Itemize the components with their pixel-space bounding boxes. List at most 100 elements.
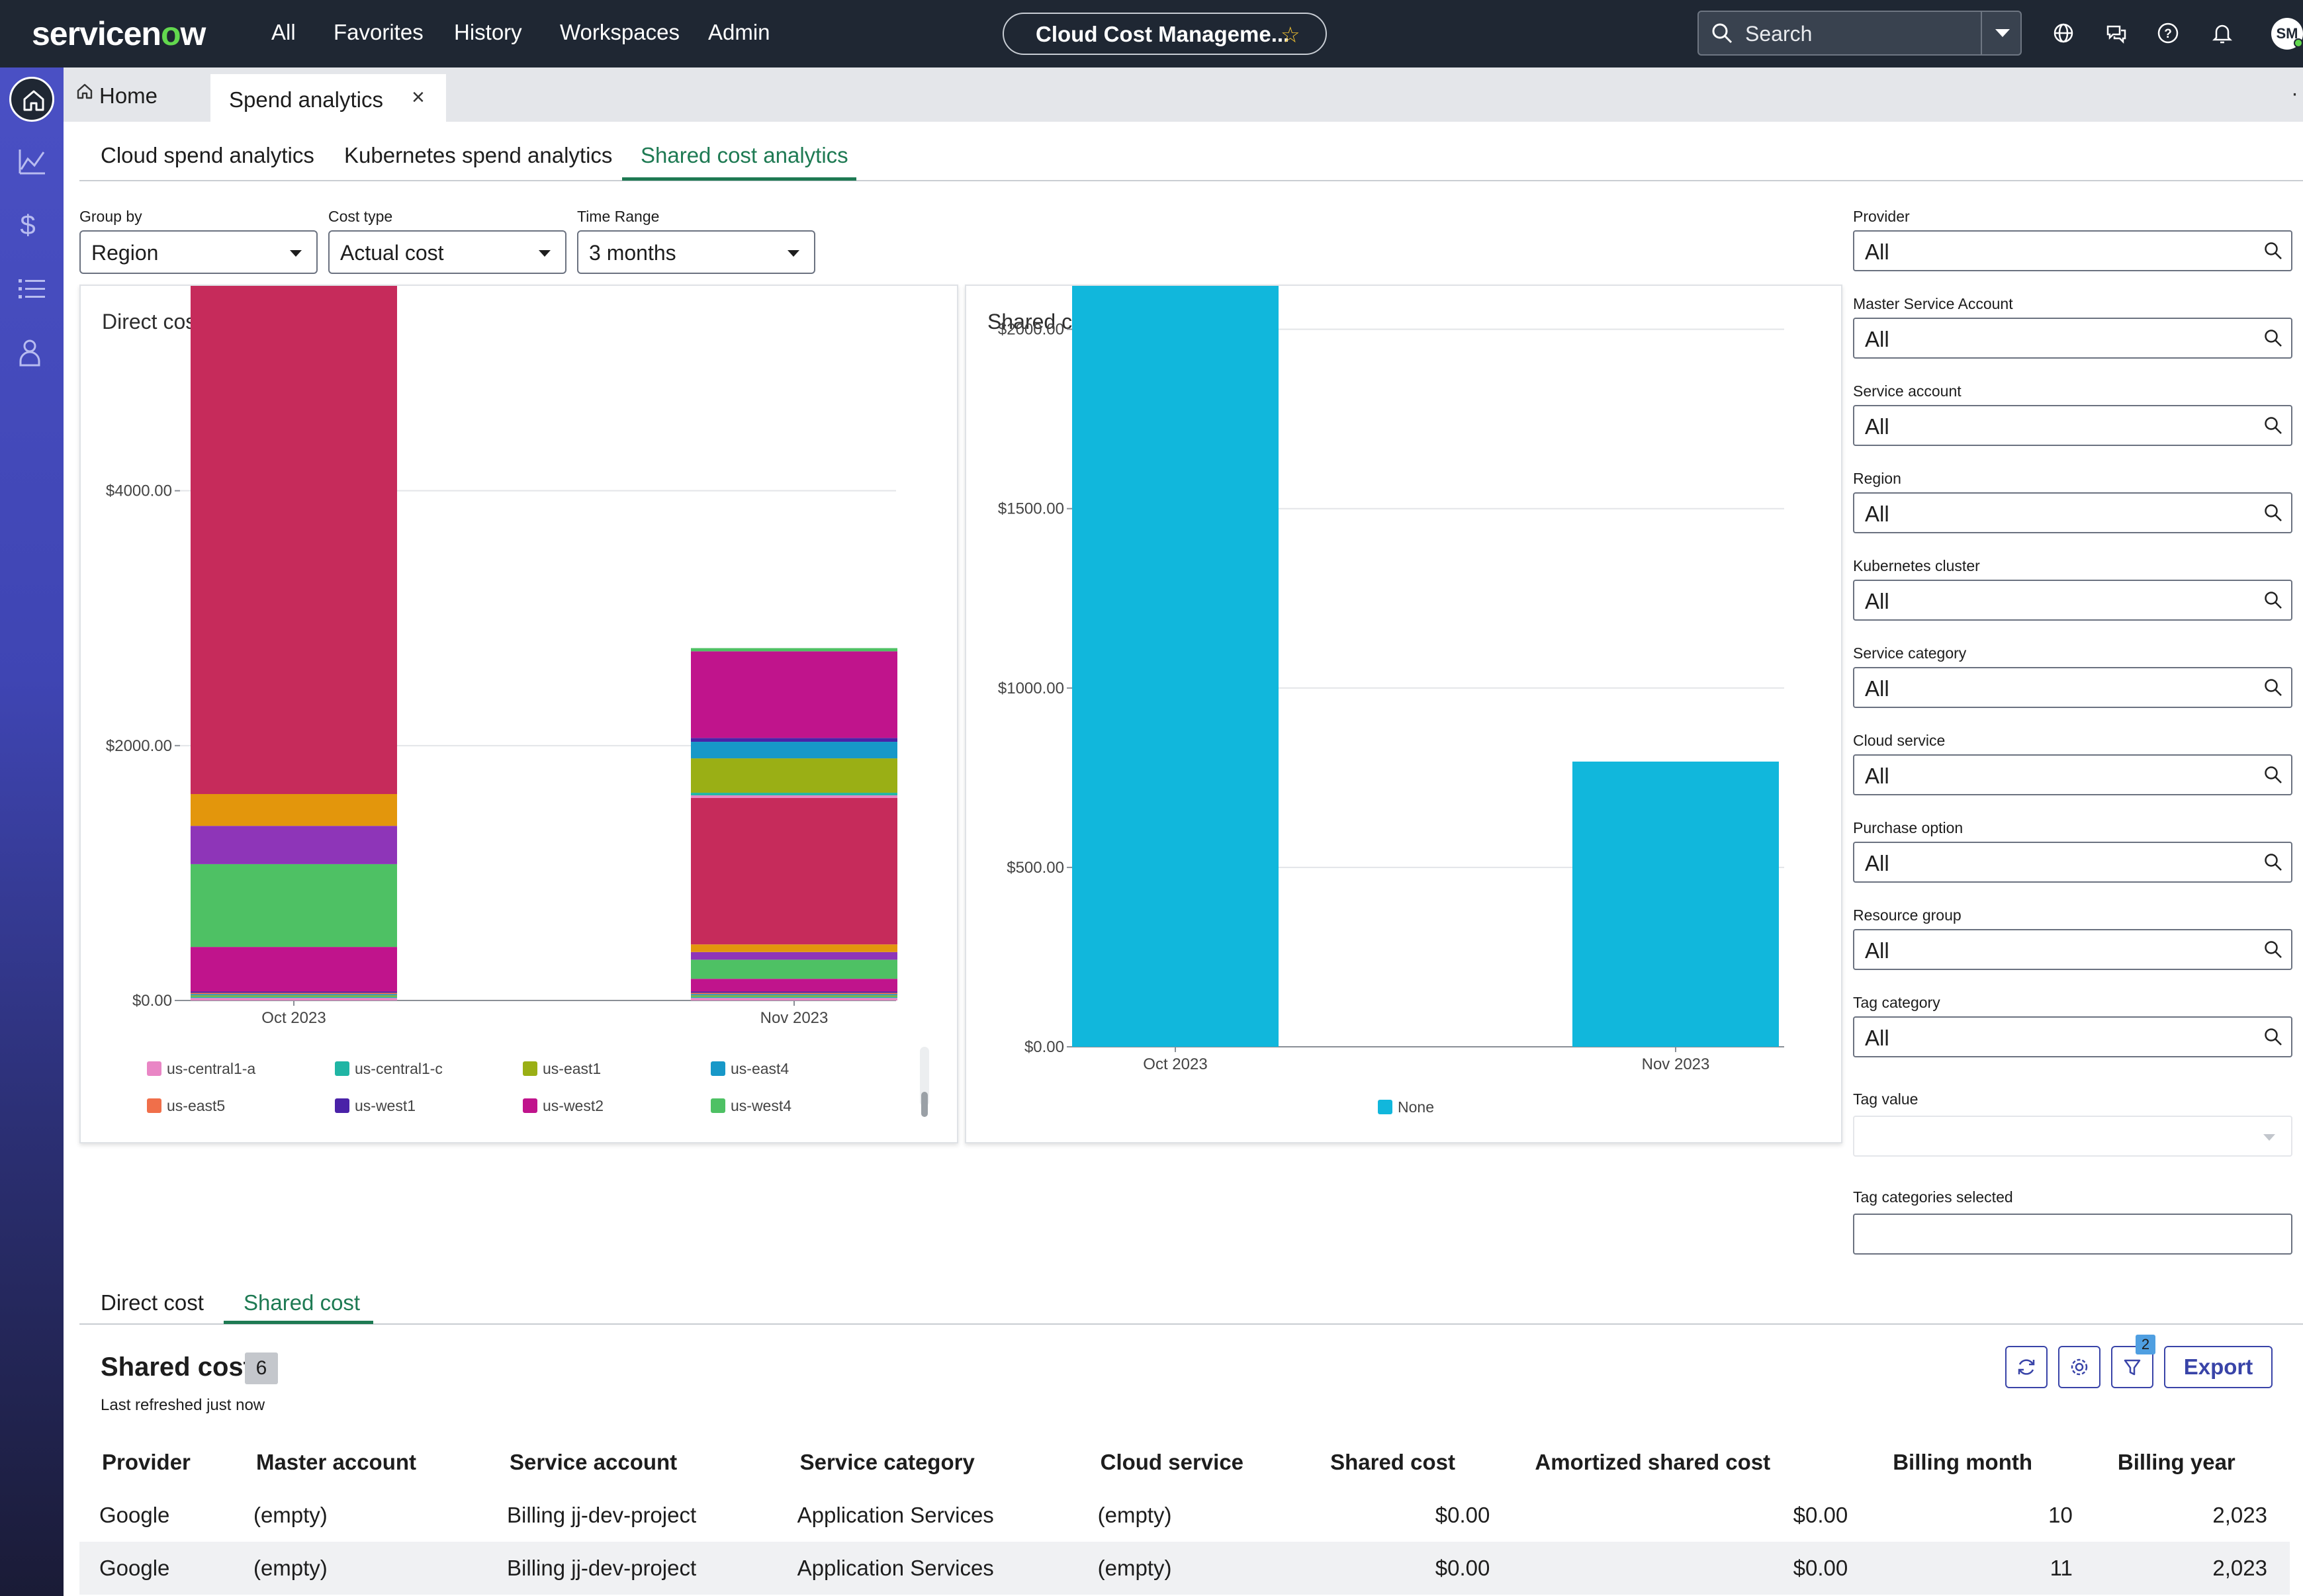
search-icon[interactable] — [2263, 765, 2283, 785]
nav-all[interactable]: All — [271, 20, 296, 44]
column-header-provider[interactable]: Provider — [102, 1450, 191, 1474]
bar-segment[interactable] — [691, 793, 897, 795]
search-icon[interactable] — [2263, 416, 2283, 435]
nav-history[interactable]: History — [454, 20, 522, 44]
bar-segment[interactable] — [191, 864, 397, 948]
column-header-master-account[interactable]: Master account — [255, 1450, 417, 1474]
bar-segment[interactable] — [691, 994, 897, 996]
bell-icon[interactable] — [2210, 21, 2234, 45]
nav-favorites[interactable]: Favorites — [334, 20, 424, 44]
filter-kubernetes-cluster-input[interactable]: All — [1853, 580, 2292, 621]
search-icon[interactable] — [2263, 241, 2283, 261]
servicenow-logo[interactable]: servicenow — [32, 15, 206, 52]
sidebar-home-button[interactable] — [9, 77, 54, 122]
legend-scrollbar[interactable] — [921, 1092, 928, 1117]
filter-purchase-option-input[interactable]: All — [1853, 842, 2292, 883]
column-header-service-account[interactable]: Service account — [510, 1450, 678, 1474]
bar-segment[interactable] — [691, 797, 897, 945]
bar-segment[interactable] — [191, 993, 397, 995]
group-by-select[interactable]: Region — [79, 230, 318, 274]
bar-segment[interactable] — [191, 947, 397, 992]
search-icon[interactable] — [2263, 852, 2283, 872]
nav-admin[interactable]: Admin — [708, 20, 770, 44]
column-header-cloud-service[interactable]: Cloud service — [1100, 1450, 1244, 1474]
legend-swatch[interactable] — [335, 1098, 349, 1113]
legend-scroll-track[interactable] — [920, 1047, 929, 1106]
more-icon[interactable]: · — [2291, 81, 2298, 105]
refresh-button[interactable] — [2005, 1346, 2048, 1388]
bar-segment[interactable] — [691, 995, 897, 997]
legend-label[interactable]: us-west1 — [355, 1097, 416, 1114]
bar-segment[interactable] — [191, 997, 397, 998]
chat-icon[interactable] — [2104, 21, 2128, 45]
bar-segment[interactable] — [191, 794, 397, 826]
analytics-chart-icon[interactable] — [17, 147, 48, 177]
tab-direct-cost[interactable]: Direct cost — [101, 1290, 204, 1315]
bar-segment[interactable] — [691, 991, 897, 993]
legend-label[interactable]: us-central1-a — [167, 1060, 255, 1077]
star-icon[interactable]: ☆ — [1281, 22, 1300, 47]
close-icon[interactable]: × — [412, 85, 425, 110]
bar-segment[interactable] — [691, 742, 897, 759]
legend-swatch[interactable] — [147, 1098, 161, 1113]
tab-shared-cost-analytics[interactable]: Shared cost analytics — [641, 143, 848, 167]
bar-segment[interactable] — [691, 738, 897, 742]
tab-kubernetes-spend-analytics[interactable]: Kubernetes spend analytics — [344, 143, 613, 167]
search-icon[interactable] — [2263, 940, 2283, 959]
search-icon[interactable] — [2263, 1027, 2283, 1047]
search-icon[interactable] — [2263, 590, 2283, 610]
column-header-service-category[interactable]: Service category — [799, 1450, 975, 1474]
filter-resource-group-input[interactable]: All — [1853, 929, 2292, 970]
bar-segment[interactable] — [191, 286, 397, 795]
legend-swatch[interactable] — [523, 1098, 537, 1113]
bar-segment[interactable] — [691, 952, 897, 960]
export-button[interactable]: Export — [2164, 1346, 2273, 1388]
legend-label[interactable]: us-central1-c — [355, 1060, 443, 1077]
global-search[interactable]: Search — [1697, 11, 2022, 56]
legend-label[interactable]: us-west2 — [543, 1097, 604, 1114]
legend-label[interactable]: us-east1 — [543, 1060, 601, 1077]
tab-spend-analytics[interactable]: Spend analytics × — [210, 74, 446, 122]
table-cell[interactable]: Google — [99, 1503, 170, 1527]
dollar-icon[interactable]: $ — [17, 209, 48, 240]
tab-cloud-spend-analytics[interactable]: Cloud spend analytics — [101, 143, 314, 167]
settings-button[interactable] — [2058, 1346, 2100, 1388]
legend-label[interactable]: us-east5 — [167, 1097, 225, 1114]
tag-categories-selected-field[interactable] — [1853, 1214, 2292, 1255]
bar-segment[interactable] — [691, 795, 897, 798]
filter-service-account-input[interactable]: All — [1853, 405, 2292, 446]
column-header-amortized-shared-cost[interactable]: Amortized shared cost — [1535, 1450, 1771, 1474]
bar-segment[interactable] — [191, 995, 397, 997]
search-input[interactable]: Search — [1745, 22, 1813, 46]
column-header-shared-cost[interactable]: Shared cost — [1330, 1450, 1455, 1474]
bar-segment[interactable] — [191, 826, 397, 864]
legend-swatch[interactable] — [335, 1061, 349, 1076]
legend-swatch[interactable] — [523, 1061, 537, 1076]
bar-segment[interactable] — [691, 944, 897, 952]
bar-segment[interactable] — [191, 991, 397, 993]
search-scope-dropdown[interactable] — [1981, 12, 2020, 54]
column-header-billing-month[interactable]: Billing month — [1893, 1450, 2032, 1474]
list-icon[interactable] — [17, 274, 48, 304]
bar-segment[interactable] — [191, 998, 397, 1000]
user-icon[interactable] — [17, 337, 48, 368]
legend-swatch[interactable] — [711, 1098, 725, 1113]
filter-region-input[interactable]: All — [1853, 492, 2292, 533]
bar-segment[interactable] — [691, 997, 897, 998]
legend-label[interactable]: us-west4 — [731, 1097, 791, 1114]
bar-segment[interactable] — [1072, 286, 1279, 1047]
filter-master-service-account-input[interactable]: All — [1853, 318, 2292, 359]
filter-provider-input[interactable]: All — [1853, 230, 2292, 271]
bar-segment[interactable] — [191, 994, 397, 996]
bar-segment[interactable] — [1572, 761, 1779, 1047]
bar-segment[interactable] — [691, 758, 897, 793]
bar-segment[interactable] — [691, 959, 897, 979]
legend-swatch[interactable] — [711, 1061, 725, 1076]
cost-type-select[interactable]: Actual cost — [328, 230, 566, 274]
search-icon[interactable] — [2263, 503, 2283, 523]
help-icon[interactable]: ? — [2156, 21, 2180, 45]
column-header-billing-year[interactable]: Billing year — [2117, 1450, 2235, 1474]
tab-shared-cost[interactable]: Shared cost — [244, 1290, 361, 1315]
table-cell[interactable]: Google — [79, 1542, 234, 1595]
bar-segment[interactable] — [691, 993, 897, 995]
